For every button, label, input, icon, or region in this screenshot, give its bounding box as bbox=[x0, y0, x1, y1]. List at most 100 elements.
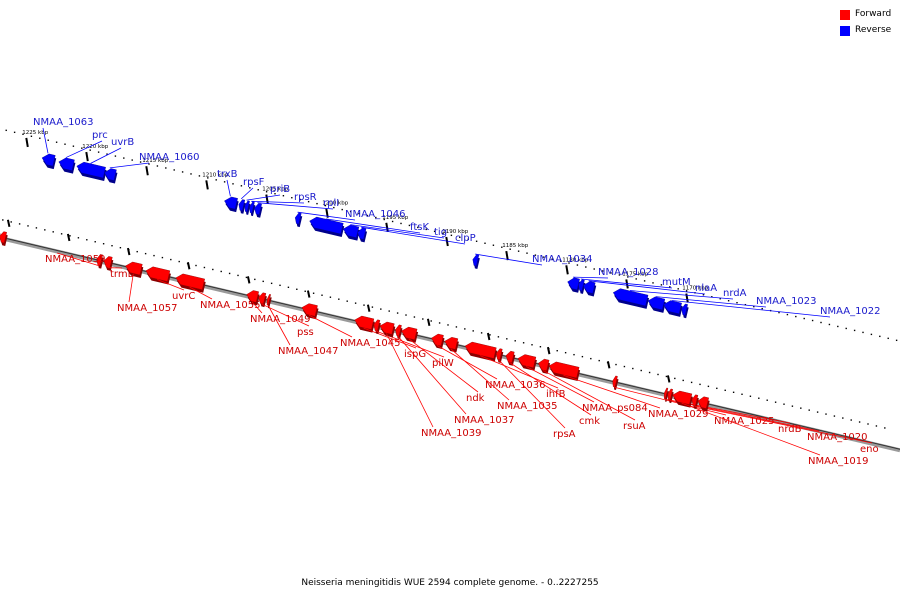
forward-track-dot bbox=[305, 291, 306, 292]
forward-track-dot bbox=[599, 360, 600, 361]
reverse-gene-label: priB bbox=[270, 184, 290, 195]
reverse-track-dot bbox=[165, 167, 166, 168]
reverse-gene-label: clpP bbox=[455, 233, 476, 244]
forward-track-dot bbox=[179, 261, 180, 262]
forward-track-dot bbox=[2, 219, 3, 220]
tick-mark bbox=[566, 265, 568, 274]
reverse-track-dot bbox=[820, 322, 821, 323]
forward-track-dot bbox=[170, 259, 171, 260]
reverse-track-dot bbox=[736, 302, 737, 303]
forward-track-dot bbox=[204, 267, 205, 268]
reverse-gene[interactable] bbox=[224, 197, 237, 209]
forward-track-dot bbox=[657, 374, 658, 375]
reverse-gene-label: nlaA bbox=[695, 283, 717, 294]
forward-track-dot bbox=[666, 376, 667, 377]
reverse-track-dot bbox=[526, 252, 527, 253]
forward-track-dot bbox=[557, 350, 558, 351]
tick-mark-forward bbox=[188, 262, 190, 269]
reverse-track-dot bbox=[6, 130, 7, 131]
forward-gene-leader bbox=[268, 306, 290, 345]
forward-track-dot bbox=[95, 241, 96, 242]
forward-track-dot bbox=[632, 368, 633, 369]
forward-track-dot bbox=[212, 269, 213, 270]
reverse-track-dot bbox=[174, 169, 175, 170]
forward-track-dot bbox=[531, 344, 532, 345]
reverse-track-dot bbox=[644, 280, 645, 281]
reverse-gene[interactable] bbox=[343, 225, 359, 238]
forward-track-dot bbox=[674, 378, 675, 379]
reverse-track-dot bbox=[518, 250, 519, 251]
forward-gene-label: rsuA bbox=[623, 421, 646, 432]
reverse-gene-label: ftsK bbox=[410, 222, 429, 233]
reverse-track-dot bbox=[258, 189, 259, 190]
tick-mark bbox=[506, 251, 508, 260]
forward-gene-label: rpsA bbox=[553, 429, 576, 440]
forward-gene[interactable] bbox=[401, 327, 417, 340]
forward-track-dot bbox=[137, 251, 138, 252]
reverse-track-dot bbox=[728, 300, 729, 301]
forward-track-dot bbox=[540, 346, 541, 347]
forward-track-dot bbox=[61, 233, 62, 234]
forward-gene-label: NMAA_1057 bbox=[117, 303, 178, 314]
forward-gene-label: cmk bbox=[579, 416, 600, 427]
reverse-gene-label: NMAA_1046 bbox=[345, 209, 406, 220]
forward-gene[interactable] bbox=[355, 316, 374, 330]
reverse-gene-leader bbox=[241, 188, 253, 199]
reverse-track-dot bbox=[400, 223, 401, 224]
forward-gene-label: NMAA_1036 bbox=[485, 380, 546, 391]
reverse-gene-label: prc bbox=[92, 130, 108, 141]
forward-track-dot bbox=[825, 413, 826, 414]
tick-mark bbox=[86, 152, 88, 161]
reverse-track-dot bbox=[241, 185, 242, 186]
forward-track-dot bbox=[221, 271, 222, 272]
reverse-gene-label: rplI bbox=[323, 198, 339, 209]
reverse-gene[interactable] bbox=[664, 301, 682, 314]
forward-track-dot bbox=[355, 302, 356, 303]
reverse-track-dot bbox=[98, 151, 99, 152]
forward-track-dot bbox=[279, 285, 280, 286]
forward-gene[interactable] bbox=[380, 322, 394, 334]
reverse-gene-label: rpsF bbox=[243, 177, 265, 188]
forward-track-dot bbox=[372, 306, 373, 307]
forward-track-dot bbox=[859, 421, 860, 422]
forward-track-dot bbox=[489, 334, 490, 335]
forward-track-dot bbox=[405, 314, 406, 315]
reverse-gene[interactable] bbox=[42, 154, 55, 166]
reverse-gene-label: NMAA_1034 bbox=[532, 254, 593, 265]
reverse-track-dot bbox=[190, 173, 191, 174]
forward-track-dot bbox=[506, 338, 507, 339]
forward-gene-label: ndk bbox=[466, 393, 485, 404]
forward-track-dot bbox=[389, 310, 390, 311]
reverse-track-dot bbox=[888, 338, 889, 339]
forward-track-dot bbox=[817, 411, 818, 412]
forward-gene-label: NMAA_1020 bbox=[807, 432, 868, 443]
reverse-gene-label: trxB bbox=[217, 169, 238, 180]
forward-track-dot bbox=[380, 308, 381, 309]
tick-mark-forward bbox=[68, 234, 70, 241]
forward-track-dot bbox=[254, 279, 255, 280]
reverse-track-dot bbox=[854, 330, 855, 331]
reverse-gene[interactable] bbox=[648, 297, 665, 310]
forward-gene[interactable] bbox=[518, 355, 536, 368]
reverse-gene-label: nrdA bbox=[723, 288, 747, 299]
forward-track-dot bbox=[624, 366, 625, 367]
forward-track-dot bbox=[237, 275, 238, 276]
forward-track-dot bbox=[69, 235, 70, 236]
forward-gene-label: pss bbox=[297, 327, 314, 338]
reverse-gene-label: NMAA_1023 bbox=[756, 296, 817, 307]
reverse-gene[interactable] bbox=[59, 158, 75, 171]
reverse-track-dot bbox=[56, 142, 57, 143]
forward-track-dot bbox=[111, 245, 112, 246]
reverse-gene-label: NMAA_1022 bbox=[820, 306, 881, 317]
forward-track-dot bbox=[53, 231, 54, 232]
reverse-track-dot bbox=[123, 157, 124, 158]
forward-track-dot bbox=[153, 255, 154, 256]
reverse-gene-leader bbox=[227, 180, 230, 196]
forward-gene[interactable] bbox=[445, 337, 458, 349]
forward-track-dot bbox=[851, 419, 852, 420]
forward-track-dot bbox=[397, 312, 398, 313]
forward-track-dot bbox=[288, 287, 289, 288]
tick-label: 1185 kbp bbox=[502, 243, 528, 249]
forward-track-dot bbox=[271, 283, 272, 284]
reverse-gene-label: uvrB bbox=[111, 137, 134, 148]
